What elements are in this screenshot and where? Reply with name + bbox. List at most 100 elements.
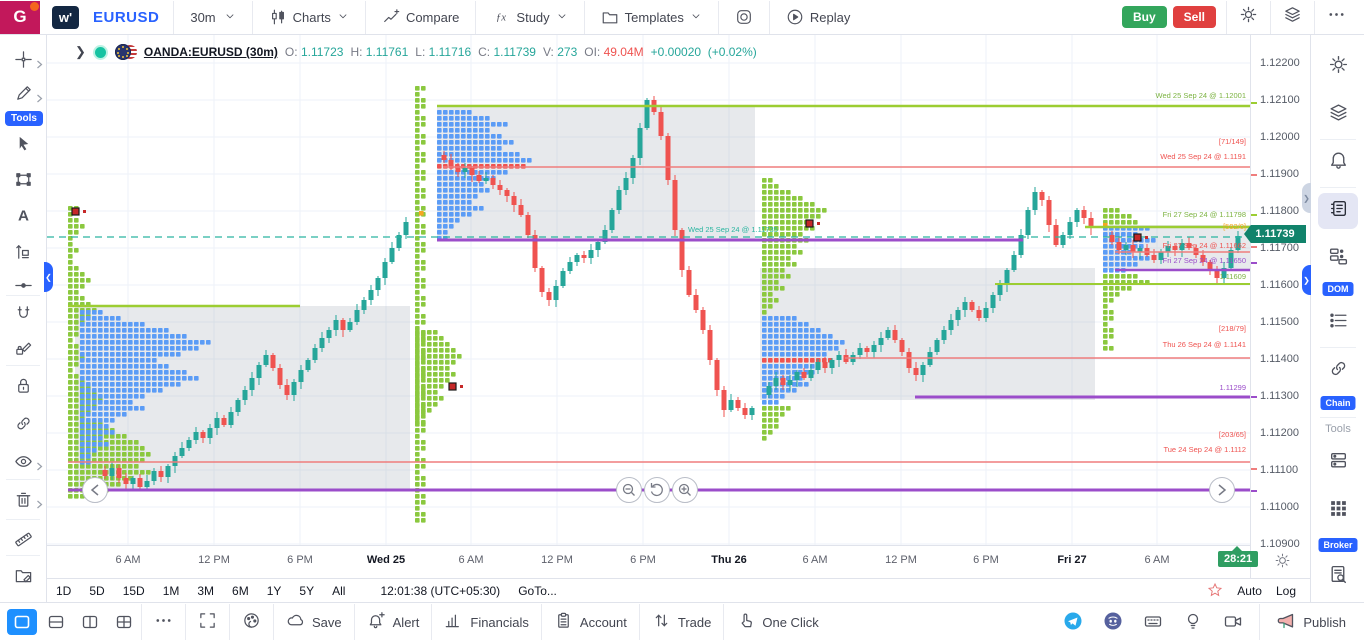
panel-list[interactable] [1318, 305, 1358, 341]
footer-one-click[interactable]: One Click [724, 611, 830, 633]
left-panel-collapse-handle[interactable]: ❮ [44, 262, 53, 292]
footer-alert[interactable]: Alert [355, 611, 432, 633]
legend-expand-icon[interactable]: ❯ [75, 44, 86, 59]
chart-area[interactable]: Wed 25 Sep 24 @ 1.12001 [71/149] Wed 25 Se… [47, 35, 1250, 578]
zoom-in-button[interactable] [672, 477, 698, 503]
menu-study[interactable]: ƒx Study [480, 0, 579, 34]
trash-icon [14, 490, 33, 514]
price-chart[interactable]: Wed 25 Sep 24 @ 1.12001 [71/149] Wed 25 Se… [47, 35, 1250, 545]
tool-folder-edit[interactable] [0, 563, 46, 593]
footer-keyboard[interactable] [1133, 611, 1173, 634]
panel-journal[interactable] [1318, 193, 1358, 229]
panel-server[interactable] [1318, 445, 1358, 481]
tool-pencil[interactable] [0, 81, 46, 111]
cursor-icon [14, 134, 33, 158]
range-15d[interactable]: 15D [122, 584, 145, 598]
dots-icon[interactable] [1319, 5, 1354, 29]
menu-replay[interactable]: Replay [774, 0, 862, 34]
tool-forecast[interactable] [0, 239, 46, 269]
range-5y[interactable]: 5Y [299, 584, 315, 598]
toolbar-right: Buy Sell [1121, 0, 1364, 34]
legend-symbol[interactable]: OANDA:EURUSD (30m) [143, 45, 278, 59]
footer-bulb[interactable] [1173, 611, 1213, 634]
footer-discord[interactable] [1093, 611, 1133, 634]
tool-draw-lock[interactable] [0, 335, 46, 365]
footer-publish[interactable]: Publish [1266, 611, 1356, 634]
layout-2v-button[interactable] [75, 609, 105, 635]
layout-4-button[interactable] [109, 609, 139, 635]
panel-chain[interactable] [1318, 353, 1358, 389]
footer-telegram[interactable] [1053, 611, 1093, 634]
broker-logo[interactable]: G [0, 0, 40, 34]
tool-ruler[interactable] [0, 527, 46, 557]
menu-snapshot[interactable] [723, 0, 765, 34]
panel-bell[interactable] [1318, 145, 1358, 181]
range-5d[interactable]: 5D [89, 584, 105, 598]
panel-sitemap[interactable] [1318, 241, 1358, 277]
layout-single-button[interactable] [7, 609, 37, 635]
layers-icon[interactable] [1275, 5, 1310, 29]
link-icon [14, 414, 33, 438]
favorite-star-icon[interactable] [1207, 582, 1223, 601]
divider [1226, 0, 1227, 34]
range-1m[interactable]: 1M [162, 584, 180, 598]
svg-text:1.11609: 1.11609 [1219, 272, 1246, 281]
tool-eye[interactable] [0, 449, 46, 479]
auto-scale-button[interactable]: Auto [1237, 584, 1262, 598]
footer-cam[interactable] [1213, 611, 1253, 634]
panel-layers[interactable] [1318, 97, 1358, 133]
range-1y[interactable]: 1Y [266, 584, 282, 598]
time-axis[interactable]: 6 AM 12 PM 6 PM Wed 25 6 AM 12 PM 6 PM Thu 26 6 … [47, 545, 1250, 578]
tool-trash[interactable] [0, 487, 46, 517]
tool-cursor[interactable] [0, 131, 46, 161]
right-sidebar: DOM Chain Tools Broker [1310, 35, 1364, 602]
tool-hline[interactable] [0, 273, 46, 303]
tool-magnet[interactable] [0, 301, 46, 331]
tool-link[interactable] [0, 411, 46, 441]
range-all[interactable]: All [332, 584, 346, 598]
panel-doc-search[interactable] [1318, 559, 1358, 595]
footer-save[interactable]: Save [274, 611, 354, 633]
right-panel-collapse-handle[interactable]: ❯ [1302, 265, 1311, 295]
footer-dots[interactable] [142, 611, 185, 633]
footer-trade[interactable]: Trade [640, 611, 723, 633]
range-3m[interactable]: 3M [197, 584, 215, 598]
gear-icon[interactable] [1231, 5, 1266, 29]
range-1d[interactable]: 1D [56, 584, 72, 598]
zoom-out-button[interactable] [616, 477, 642, 503]
interval-selector[interactable]: 30m [178, 0, 247, 34]
menu-templates[interactable]: Templates [589, 0, 714, 34]
log-scale-button[interactable]: Log [1275, 584, 1296, 598]
sitemap-icon [1328, 246, 1349, 272]
tool-lock[interactable] [0, 373, 46, 403]
layout-2h-button[interactable] [41, 609, 71, 635]
panel-grid9[interactable] [1318, 493, 1358, 529]
tool-text[interactable]: A [0, 203, 46, 233]
price-axis[interactable]: 1.12200 1.12100 1.12000 1.11900 1.11800 1.117… [1244, 35, 1311, 578]
menu-compare[interactable]: Compare [370, 0, 471, 34]
goto-button[interactable]: GoTo... [518, 584, 557, 598]
one-click-icon [736, 611, 755, 633]
panel-gear[interactable] [1318, 49, 1358, 85]
tradingview-logo-icon[interactable]: w' [52, 5, 79, 29]
tool-rectangle[interactable] [0, 167, 46, 197]
tool-crosshair[interactable] [0, 47, 46, 77]
footer-financials[interactable]: Financials [432, 611, 541, 633]
theme-sun-icon[interactable] [1274, 552, 1291, 574]
buy-button[interactable]: Buy [1121, 6, 1167, 28]
reset-zoom-button[interactable] [644, 477, 670, 503]
footer-expand[interactable] [186, 611, 229, 633]
scroll-left-button[interactable] [82, 477, 108, 503]
range-6m[interactable]: 6M [232, 584, 249, 598]
clock[interactable]: 12:01:38 (UTC+05:30) [380, 584, 501, 598]
footer-account[interactable]: Account [542, 611, 639, 633]
symbol-name[interactable]: EURUSD [93, 8, 160, 26]
scroll-right-button[interactable] [1209, 477, 1235, 503]
broker-logo-letter: G [13, 7, 27, 26]
right-panel-collapse-handle-top[interactable]: ❯ [1302, 183, 1311, 213]
time-tick: 6 PM [630, 554, 656, 566]
menu-charts[interactable]: Charts [257, 0, 361, 34]
divider [273, 603, 274, 640]
sell-button[interactable]: Sell [1172, 6, 1216, 28]
footer-palette[interactable] [230, 611, 273, 633]
